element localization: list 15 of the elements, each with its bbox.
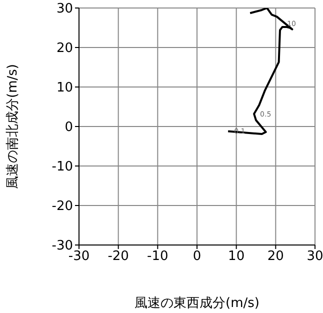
- x-tick-label: 10: [228, 249, 245, 264]
- y-tick-label: 10: [56, 80, 73, 96]
- x-axis-title: 風速の東西成分(m/s): [134, 296, 260, 311]
- y-tick-label: -20: [52, 199, 73, 214]
- x-tick-label: 30: [306, 249, 323, 264]
- x-tick-label: 20: [267, 249, 284, 264]
- x-tick-label: -20: [108, 249, 129, 264]
- line-series: [227, 8, 294, 136]
- y-tick-label: -10: [52, 160, 73, 175]
- y-tick-label: 20: [56, 41, 73, 56]
- x-tick-label: -10: [147, 249, 168, 264]
- y-axis-title: 風速の南北成分(m/s): [6, 64, 21, 189]
- y-tick-label: 30: [56, 2, 73, 17]
- y-tick-label: 0: [64, 120, 73, 136]
- x-tick-label: 0: [192, 249, 202, 264]
